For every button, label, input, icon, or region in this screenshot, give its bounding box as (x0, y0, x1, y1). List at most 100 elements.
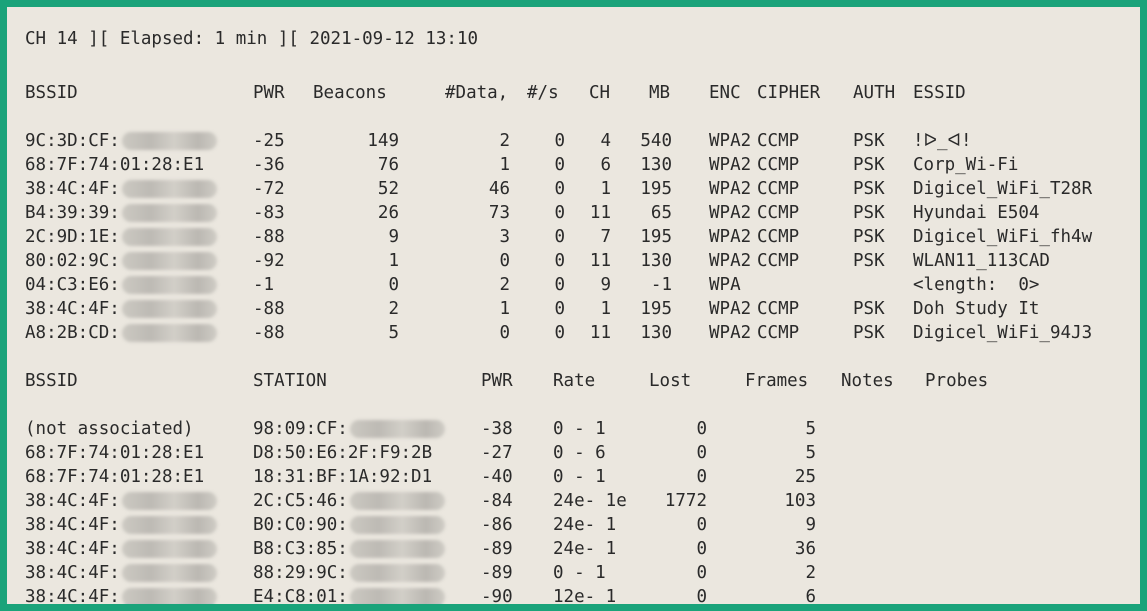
station-bssid-cell-text: 38:4C:4F: (25, 515, 120, 535)
station-frames-cell-text: 25 (794, 467, 816, 487)
station-rate-cell: 24e- 1e (553, 489, 648, 513)
station-frames-cell-text: 6 (805, 587, 816, 604)
ap-essid-cell-text: Digicel_WiFi_94J3 (913, 323, 1093, 343)
ap-pwr-cell: -92 (253, 249, 303, 273)
ap-beacons-cell: 5 (313, 321, 399, 345)
station-pwr-cell: -89 (481, 561, 531, 585)
ap-pwr-cell-text: -1 (253, 275, 275, 295)
station-station-cell: B8:C3:85: (253, 537, 468, 561)
ap-beacons-cell-text: 9 (388, 227, 399, 247)
ap-pwr-cell-text: -88 (253, 299, 285, 319)
station-pwr-cell: -38 (481, 417, 531, 441)
station-header-rate-text: Rate (553, 371, 596, 391)
ap-data-cell-text: 1 (499, 155, 510, 175)
station-frames-cell-text: 9 (805, 515, 816, 535)
station-frames-cell: 9 (737, 513, 816, 537)
station-station-cell: E4:C8:01: (253, 585, 468, 604)
status-text: CH 14 ][ Elapsed: 1 min ][ 2021-09-12 13… (25, 29, 479, 49)
ap-mb-cell-text: 195 (640, 299, 672, 319)
ap-mb-cell: 65 (617, 201, 672, 225)
ap-pwr-cell: -1 (253, 273, 303, 297)
ap-bssid-cell-text: 68:7F:74:01:28:E1 (25, 155, 205, 175)
station-bssid-cell-text: 38:4C:4F: (25, 587, 120, 604)
ap-auth-cell-text: PSK (853, 251, 885, 271)
ap-mb-cell: 130 (617, 153, 672, 177)
station-bssid-cell: 38:4C:4F: (25, 537, 240, 561)
ap-enc-cell: WPA2 (709, 177, 755, 201)
station-bssid-cell-text: (not associated) (25, 419, 194, 439)
redacted-mac-blur (121, 132, 217, 150)
ap-mb-cell: 130 (617, 321, 672, 345)
ap-cipher-cell: CCMP (757, 225, 832, 249)
ap-enc-cell: WPA2 (709, 153, 755, 177)
ap-header-cipher: CIPHER (757, 81, 837, 105)
station-rate-cell-text: 24e- 1 (553, 539, 617, 559)
station-station-cell: 98:09:CF: (253, 417, 468, 441)
ap-ch-cell-text: 6 (600, 155, 611, 175)
station-lost-cell: 0 (647, 561, 707, 585)
ap-bssid-cell-text: 9C:3D:CF: (25, 131, 120, 151)
station-header-rate: Rate (553, 369, 633, 393)
ap-per_s-cell: 0 (527, 273, 565, 297)
ap-cipher-cell-text: CCMP (757, 155, 800, 175)
station-row: 38:4C:4F: B8:C3:85: -89 24e- 1 0 36 (7, 537, 1140, 561)
station-table-header: BSSID STATION PWR Rate Lost Frames Notes Probes (7, 369, 1140, 393)
ap-per_s-cell-text: 0 (554, 179, 565, 199)
station-rate-cell-text: 0 - 1 (553, 419, 606, 439)
ap-data-cell-text: 0 (499, 323, 510, 343)
station-rate-cell-text: 0 - 1 (553, 467, 606, 487)
ap-cipher-cell: CCMP (757, 321, 832, 345)
ap-mb-cell-text: 130 (640, 251, 672, 271)
ap-per_s-cell-text: 0 (554, 251, 565, 271)
ap-ch-cell: 7 (577, 225, 611, 249)
ap-cipher-cell-text: CCMP (757, 203, 800, 223)
station-bssid-cell-text: 38:4C:4F: (25, 491, 120, 511)
ap-beacons-cell: 9 (313, 225, 399, 249)
ap-ch-cell-text: 11 (589, 251, 611, 271)
ap-ch-cell: 4 (577, 129, 611, 153)
ap-enc-cell: WPA2 (709, 225, 755, 249)
station-pwr-cell: -90 (481, 585, 531, 604)
ap-mb-cell-text: 195 (640, 179, 672, 199)
ap-pwr-cell-text: -25 (253, 131, 285, 151)
ap-beacons-cell-text: 1 (388, 251, 399, 271)
ap-essid-cell: Hyundai E504 (913, 201, 1133, 225)
station-bssid-cell-text: 38:4C:4F: (25, 563, 120, 583)
ap-bssid-cell-text: 38:4C:4F: (25, 179, 120, 199)
redacted-mac-blur (121, 564, 217, 582)
ap-essid-cell-text: Digicel_WiFi_fh4w (913, 227, 1093, 247)
ap-per_s-cell-text: 0 (554, 203, 565, 223)
ap-per_s-cell: 0 (527, 201, 565, 225)
ap-per_s-cell-text: 0 (554, 227, 565, 247)
redacted-mac-blur (121, 180, 217, 198)
ap-data-cell: 1 (427, 153, 510, 177)
ap-row: 2C:9D:1E: -88 9 3 0 7 195 WPA2 CCMP PSK Digicel_Wi… (7, 225, 1140, 249)
redacted-mac-blur (349, 564, 445, 582)
station-rate-cell: 12e- 1 (553, 585, 648, 604)
ap-per_s-cell: 0 (527, 321, 565, 345)
ap-data-cell: 0 (427, 249, 510, 273)
ap-essid-cell: Digicel_WiFi_fh4w (913, 225, 1133, 249)
ap-essid-cell-text: WLAN11_113CAD (913, 251, 1050, 271)
ap-per_s-cell-text: 0 (554, 131, 565, 151)
station-header-pwr: PWR (481, 369, 531, 393)
ap-beacons-cell: 0 (313, 273, 399, 297)
ap-ch-cell: 11 (577, 249, 611, 273)
ap-per_s-cell: 0 (527, 153, 565, 177)
station-bssid-cell: 38:4C:4F: (25, 585, 240, 604)
ap-essid-cell-text: Doh Study It (913, 299, 1040, 319)
ap-mb-cell: 130 (617, 249, 672, 273)
ap-cipher-cell: CCMP (757, 129, 832, 153)
station-pwr-cell-text: -90 (481, 587, 513, 604)
station-header-frames: Frames (745, 369, 825, 393)
ap-essid-cell: Digicel_WiFi_T28R (913, 177, 1133, 201)
station-header-lost: Lost (649, 369, 709, 393)
ap-enc-cell-text: WPA (709, 275, 741, 295)
ap-pwr-cell-text: -92 (253, 251, 285, 271)
station-lost-cell: 0 (647, 465, 707, 489)
ap-data-cell: 1 (427, 297, 510, 321)
ap-mb-cell: 195 (617, 225, 672, 249)
ap-auth-cell-text: PSK (853, 155, 885, 175)
ap-ch-cell-text: 11 (589, 323, 611, 343)
ap-data-cell: 2 (427, 273, 510, 297)
